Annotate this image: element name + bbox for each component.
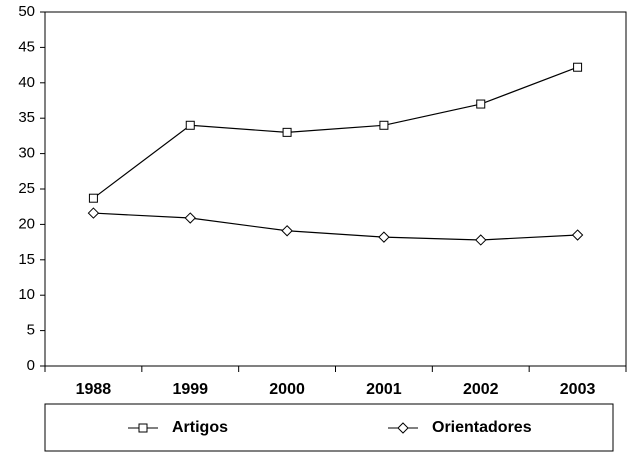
y-tick-label: 0: [27, 357, 35, 374]
marker: [87, 207, 100, 219]
marker: [184, 212, 196, 224]
y-tick-label: 10: [18, 286, 35, 303]
marker: [476, 99, 486, 109]
legend-label: Orientadores: [432, 419, 532, 436]
legend-marker: [138, 423, 148, 433]
y-tick-label: 15: [18, 251, 35, 268]
x-tick-label: 1988: [76, 381, 112, 398]
y-tick-label: 20: [18, 215, 35, 232]
series-line: [93, 212, 578, 241]
y-tick-label: 50: [18, 3, 35, 20]
marker: [88, 193, 98, 203]
x-tick-label: 2003: [560, 381, 596, 398]
series-line: [93, 66, 578, 199]
y-tick-label: 40: [18, 74, 35, 91]
marker: [185, 120, 195, 130]
x-tick-label: 2002: [463, 381, 499, 398]
y-tick-label: 35: [18, 109, 35, 126]
x-tick-label: 1999: [172, 381, 208, 398]
x-tick-label: 2000: [269, 381, 305, 398]
y-tick-label: 45: [18, 38, 35, 55]
plot-frame: [44, 11, 627, 367]
marker: [378, 231, 390, 243]
marker: [379, 120, 389, 130]
legend-box: [44, 403, 614, 452]
marker: [282, 127, 292, 137]
legend-label: Artigos: [172, 419, 228, 436]
x-tick-label: 2001: [366, 381, 402, 398]
marker: [571, 229, 584, 241]
marker: [281, 225, 293, 237]
y-tick-label: 30: [18, 145, 35, 162]
marker: [573, 62, 583, 72]
legend-marker: [397, 422, 409, 434]
y-tick-label: 5: [27, 322, 35, 339]
y-tick-label: 25: [18, 180, 35, 197]
marker: [475, 234, 487, 246]
